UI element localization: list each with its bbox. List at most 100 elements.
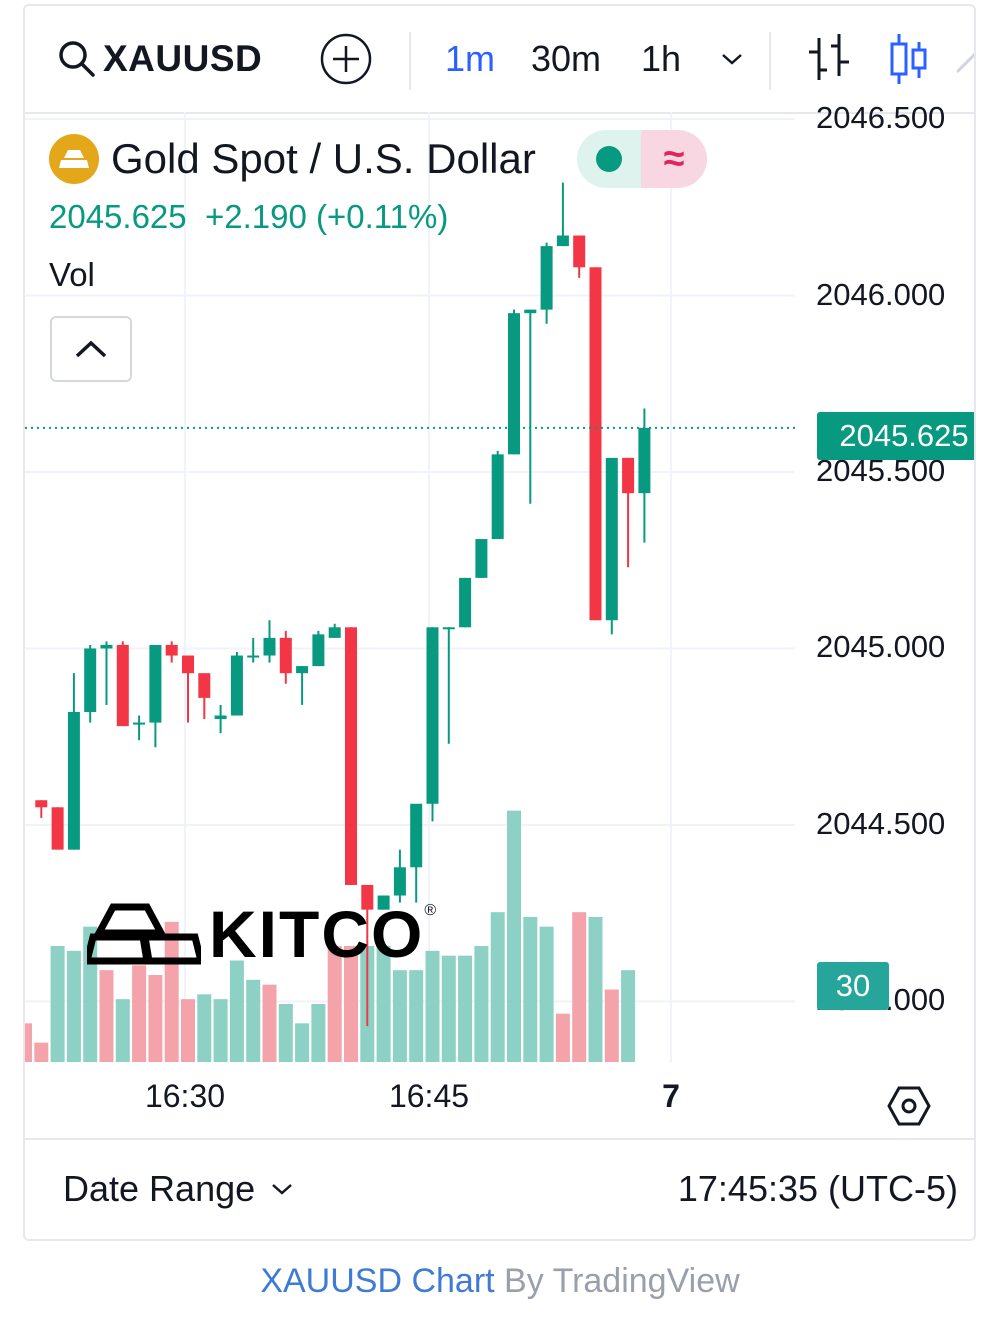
date-range-label: Date Range: [63, 1168, 256, 1209]
candle: [312, 630, 325, 667]
time-axis-tick: 16:45: [388, 1078, 470, 1114]
volume-bar: [474, 946, 489, 1062]
candle: [247, 637, 260, 663]
volume-bar: [197, 994, 212, 1062]
volume-bar: [50, 946, 65, 1062]
volume-bar: [572, 912, 587, 1062]
volume-bar: [148, 975, 163, 1062]
candle: [377, 895, 390, 910]
candle: [116, 641, 129, 727]
bar-style-button[interactable]: [805, 6, 855, 112]
volume-bar: [441, 955, 456, 1062]
candle: [475, 539, 488, 578]
volume-bar: [262, 984, 277, 1062]
candle: [133, 715, 146, 741]
last-price-tag: 2045.625: [817, 412, 974, 460]
candles-style-icon: [890, 34, 927, 84]
volume-bar: [66, 950, 81, 1062]
status-dot-icon: [596, 146, 622, 172]
drawing-tool-button[interactable]: [957, 6, 974, 112]
candle: [393, 849, 406, 903]
symbol-label: XAUUSD: [103, 38, 263, 79]
volume-bar: [327, 946, 342, 1062]
collapse-legend-button[interactable]: [50, 316, 132, 382]
candle: [589, 267, 602, 621]
settings-hexagon-icon: [887, 1086, 931, 1126]
volume-bar: [246, 979, 261, 1062]
interval-1h[interactable]: 1h: [641, 38, 682, 79]
chart-settings-button[interactable]: [887, 1084, 931, 1133]
candle: [84, 644, 97, 723]
volume-bar: [409, 970, 424, 1062]
symbol-chart-link[interactable]: XAUUSD Chart: [260, 1262, 495, 1300]
last-volume-tag: 30: [817, 962, 889, 1010]
credit-suffix: By TradingView: [494, 1262, 740, 1300]
candle: [35, 800, 48, 818]
toolbar-divider: [769, 32, 771, 90]
candle: [67, 673, 80, 850]
chart-footer: Date Range 17:45:35 (UTC-5): [25, 1138, 974, 1239]
delayed-data-icon: ≈: [641, 130, 707, 188]
time-axis-tick: 7: [662, 1078, 680, 1114]
candle-style-button[interactable]: [887, 6, 931, 112]
candle: [426, 627, 439, 822]
candle: [345, 627, 357, 885]
candle: [230, 652, 243, 716]
price-axis-tick: 2046.500: [816, 100, 946, 136]
price-axis-tick: 2044.500: [816, 805, 946, 841]
compare-button[interactable]: [319, 6, 373, 112]
timezone-clock[interactable]: 17:45:35 (UTC-5): [677, 1168, 958, 1209]
kitco-logo-icon: [87, 903, 201, 965]
market-status-pill[interactable]: ≈: [577, 130, 707, 188]
candle: [638, 408, 651, 543]
volume-bar: [604, 989, 619, 1062]
candle: [361, 884, 374, 1027]
chevron-up-icon: [75, 340, 107, 358]
volume-bar: [344, 946, 358, 1062]
volume-bar: [115, 999, 130, 1062]
market-open-indicator: [577, 130, 641, 188]
candle: [214, 704, 227, 734]
interval-30m[interactable]: 30m: [531, 38, 602, 79]
volume-bar: [588, 917, 603, 1062]
volume-bar: [311, 1004, 326, 1062]
volume-bar: [392, 970, 407, 1062]
candle: [605, 457, 618, 635]
interval-dropdown[interactable]: [719, 6, 745, 112]
candle: [165, 641, 178, 663]
volume-bar: [25, 1023, 32, 1062]
gold-coin-icon: [49, 134, 99, 184]
candle: [573, 235, 586, 278]
volume-bar: [229, 960, 244, 1062]
candle: [622, 457, 635, 568]
chart-widget: XAUUSD 1m 30m 1h: [23, 4, 976, 1241]
candle: [100, 641, 113, 705]
add-circle-icon: [320, 33, 372, 85]
candle: [328, 623, 341, 638]
chevron-down-icon: [722, 54, 742, 65]
last-price-change: 2045.625 +2.190 (+0.11%): [49, 198, 449, 235]
date-range-button[interactable]: Date Range: [63, 1168, 297, 1210]
price-chart[interactable]: [25, 112, 976, 1138]
time-axis-tick: 16:30: [144, 1078, 226, 1114]
symbol-search-button[interactable]: XAUUSD: [57, 6, 262, 112]
candle: [442, 627, 455, 744]
candle: [263, 620, 276, 663]
volume-bar: [507, 810, 521, 1062]
candle: [279, 630, 292, 684]
candle: [51, 807, 64, 850]
volume-bar: [555, 1013, 570, 1062]
candle: [556, 182, 569, 247]
candle: [524, 309, 537, 504]
price-axis-tick: 2045.000: [816, 629, 946, 665]
tradingview-credit: XAUUSD Chart By TradingView: [0, 1262, 1000, 1301]
candle: [198, 673, 211, 720]
volume-bar: [295, 1023, 310, 1062]
volume-bar: [34, 1042, 49, 1062]
price-axis-tick: 2046.000: [816, 276, 946, 312]
candle: [182, 655, 194, 723]
volume-legend-label: Vol: [49, 256, 95, 293]
legend-title: Gold Spot / U.S. Dollar: [49, 134, 536, 184]
chart-toolbar: XAUUSD 1m 30m 1h: [25, 6, 974, 114]
interval-1m[interactable]: 1m: [445, 38, 496, 79]
